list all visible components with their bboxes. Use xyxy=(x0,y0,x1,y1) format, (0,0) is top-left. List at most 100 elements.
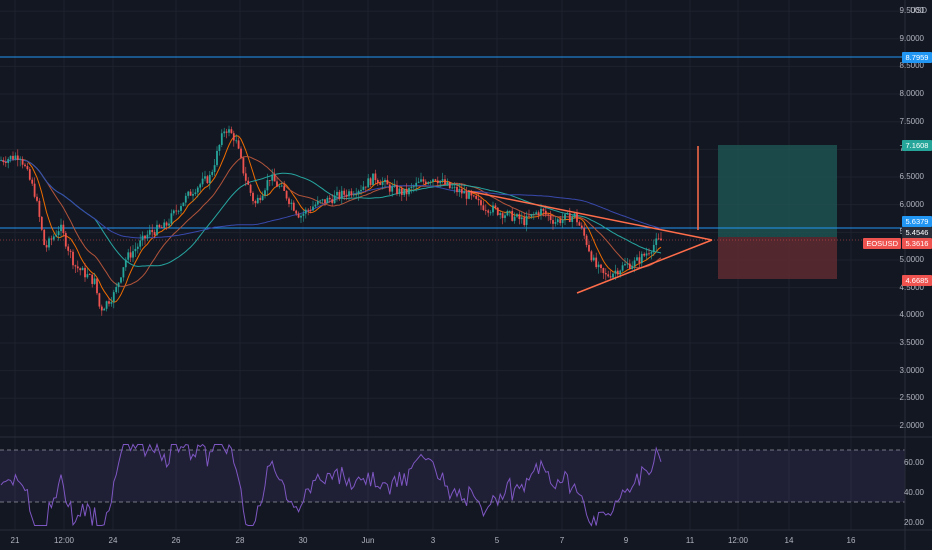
candle-body xyxy=(12,155,14,160)
candle-body xyxy=(292,202,295,211)
candle-body xyxy=(271,174,274,181)
badge-stop[interactable]: 4.6685 xyxy=(902,275,932,286)
candle-body xyxy=(578,222,581,226)
triangle-lower-line[interactable] xyxy=(576,239,713,294)
candle-body xyxy=(350,191,353,196)
badge-level-mid[interactable]: 5.6379 xyxy=(902,216,932,227)
candle-body xyxy=(628,263,631,269)
candle-body xyxy=(273,174,276,182)
candle-body xyxy=(199,184,202,188)
candle-body xyxy=(208,174,211,184)
candle-body xyxy=(559,219,562,224)
candle-body xyxy=(379,182,382,185)
candle-body xyxy=(403,188,406,195)
ma-slow-line[interactable] xyxy=(0,158,662,267)
badge-level-top[interactable]: 8.7959 xyxy=(902,52,932,63)
candle-body xyxy=(153,232,156,236)
price-tick-label: 9.0000 xyxy=(899,33,924,43)
candle-body xyxy=(381,181,384,185)
candle-body xyxy=(595,257,598,268)
candle-body xyxy=(309,210,312,211)
candle-body xyxy=(242,157,245,174)
candle-body xyxy=(621,265,624,271)
candle-body xyxy=(184,195,187,203)
candle-body xyxy=(57,231,60,236)
candle-body xyxy=(537,212,540,215)
time-tick-label: 5 xyxy=(494,536,500,545)
candle-body xyxy=(439,180,442,184)
candle-body xyxy=(163,222,166,228)
ma-long-line[interactable] xyxy=(0,158,662,239)
currency-label[interactable]: USD xyxy=(910,6,927,15)
candle-body xyxy=(79,268,82,271)
badge-entry[interactable]: 5.4546 xyxy=(902,227,932,238)
candle-body xyxy=(218,144,221,151)
rsi-tick-label: 40.00 xyxy=(903,487,924,497)
candle-body xyxy=(182,202,185,207)
badge-current[interactable]: 5.3616 xyxy=(902,238,932,249)
time-tick-label: 3 xyxy=(430,536,436,545)
candle-body xyxy=(542,208,545,211)
time-tick-label: 26 xyxy=(171,536,181,545)
candle-body xyxy=(206,176,209,184)
candle-body xyxy=(93,278,96,284)
candle-body xyxy=(165,222,168,226)
symbol-label[interactable]: EOSUSD xyxy=(863,238,901,249)
candle-body xyxy=(88,274,91,276)
candle-body xyxy=(254,201,257,204)
candle-body xyxy=(525,215,528,225)
rsi-tick-label: 60.00 xyxy=(903,457,924,467)
candle-body xyxy=(314,204,317,207)
profit-zone[interactable] xyxy=(718,145,837,237)
candle-body xyxy=(45,244,48,248)
candle-body xyxy=(86,274,89,278)
candle-body xyxy=(420,179,422,182)
candle-body xyxy=(290,202,293,204)
rsi-line[interactable] xyxy=(0,442,662,527)
candle-body xyxy=(300,215,302,218)
candle-body xyxy=(24,164,26,167)
price-tick-label: 8.0000 xyxy=(899,89,924,99)
candle-body xyxy=(14,155,17,160)
ma-mid-line[interactable] xyxy=(0,156,662,287)
candle-body xyxy=(576,213,578,223)
badge-target[interactable]: 7.1608 xyxy=(902,140,932,151)
candle-body xyxy=(156,224,158,236)
candle-body xyxy=(108,301,110,304)
candle-body xyxy=(540,208,542,215)
candle-body xyxy=(427,182,430,184)
candle-body xyxy=(429,181,432,183)
candle-body xyxy=(235,140,238,142)
candle-body xyxy=(369,178,372,186)
time-tick-label: 21 xyxy=(10,536,20,545)
candle-body xyxy=(98,293,101,307)
candle-body xyxy=(33,183,36,197)
candle-body xyxy=(259,197,262,201)
candle-body xyxy=(463,191,466,194)
price-tick-label: 2.0000 xyxy=(899,420,924,430)
candle-body xyxy=(64,233,67,247)
candle-body xyxy=(220,133,223,145)
candle-body xyxy=(386,179,389,185)
candle-body xyxy=(112,292,115,303)
candle-body xyxy=(643,253,646,256)
candle-body xyxy=(451,187,454,189)
rsi-band-fill xyxy=(0,450,905,502)
candle-body xyxy=(266,180,269,191)
price-tick-label: 5.0000 xyxy=(899,254,924,264)
candle-body xyxy=(609,276,612,278)
candle-body xyxy=(400,188,403,195)
candle-body xyxy=(352,194,355,196)
loss-zone[interactable] xyxy=(718,237,837,279)
candle-body xyxy=(376,180,379,183)
candle-body xyxy=(316,200,319,205)
rsi-tick-label: 20.00 xyxy=(903,517,924,527)
candle-body xyxy=(21,159,24,165)
triangle-upper-line[interactable] xyxy=(467,190,713,241)
candle-body xyxy=(417,181,420,183)
candle-body xyxy=(374,173,377,181)
candle-body xyxy=(196,187,199,193)
candle-body xyxy=(614,270,617,274)
candle-body xyxy=(506,211,509,216)
